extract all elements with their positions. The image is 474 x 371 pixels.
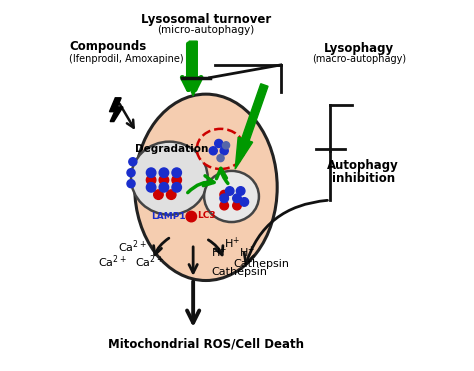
Circle shape xyxy=(220,201,228,210)
Circle shape xyxy=(166,190,176,199)
Polygon shape xyxy=(235,84,268,169)
Circle shape xyxy=(215,139,223,148)
Circle shape xyxy=(159,168,169,177)
Text: Compounds: Compounds xyxy=(69,40,146,53)
Circle shape xyxy=(154,190,163,199)
Circle shape xyxy=(220,194,228,203)
Circle shape xyxy=(233,194,241,203)
Circle shape xyxy=(237,187,245,195)
Text: Lysophagy: Lysophagy xyxy=(324,42,394,55)
Circle shape xyxy=(159,175,169,185)
Text: inhibition: inhibition xyxy=(331,172,395,185)
Circle shape xyxy=(127,180,135,188)
Text: Lysosomal turnover: Lysosomal turnover xyxy=(141,13,271,26)
Circle shape xyxy=(146,175,156,185)
Text: LAMP1: LAMP1 xyxy=(151,212,186,221)
Text: (macro-autophagy): (macro-autophagy) xyxy=(312,55,407,65)
Circle shape xyxy=(172,175,182,185)
Circle shape xyxy=(217,155,224,162)
Text: (micro-autophagy): (micro-autophagy) xyxy=(157,25,255,35)
Ellipse shape xyxy=(197,129,244,169)
Ellipse shape xyxy=(204,171,259,222)
Circle shape xyxy=(127,169,135,177)
Circle shape xyxy=(222,142,229,149)
Text: Ca$^{2+}$: Ca$^{2+}$ xyxy=(118,238,147,255)
Circle shape xyxy=(172,183,182,192)
Text: H$^{+}$: H$^{+}$ xyxy=(224,236,240,251)
Text: H$^{+}$: H$^{+}$ xyxy=(239,245,255,260)
Ellipse shape xyxy=(135,94,277,280)
Circle shape xyxy=(233,201,241,210)
Circle shape xyxy=(159,183,169,192)
Circle shape xyxy=(129,158,137,166)
Text: H$^{+}$: H$^{+}$ xyxy=(211,245,228,260)
Circle shape xyxy=(240,198,248,206)
Circle shape xyxy=(220,147,228,155)
Text: Cathepsin: Cathepsin xyxy=(211,267,267,277)
Text: Autophagy: Autophagy xyxy=(327,159,399,172)
Circle shape xyxy=(146,168,156,177)
Circle shape xyxy=(146,183,156,192)
Polygon shape xyxy=(185,41,201,96)
Text: Ca$^{2+}$: Ca$^{2+}$ xyxy=(99,253,127,270)
Circle shape xyxy=(220,190,228,199)
Polygon shape xyxy=(109,98,123,122)
Text: Degradation: Degradation xyxy=(135,144,208,154)
Circle shape xyxy=(226,187,234,195)
Circle shape xyxy=(209,147,217,155)
Circle shape xyxy=(186,211,197,222)
Ellipse shape xyxy=(131,142,208,215)
Text: Mitochondrial ROS/Cell Death: Mitochondrial ROS/Cell Death xyxy=(108,338,304,351)
Text: Ca$^{2+}$: Ca$^{2+}$ xyxy=(135,253,164,270)
Text: (Ifenprodil, Amoxapine): (Ifenprodil, Amoxapine) xyxy=(69,55,183,65)
Text: LC3: LC3 xyxy=(197,211,215,220)
Text: Cathepsin: Cathepsin xyxy=(233,259,289,269)
Circle shape xyxy=(172,168,182,177)
